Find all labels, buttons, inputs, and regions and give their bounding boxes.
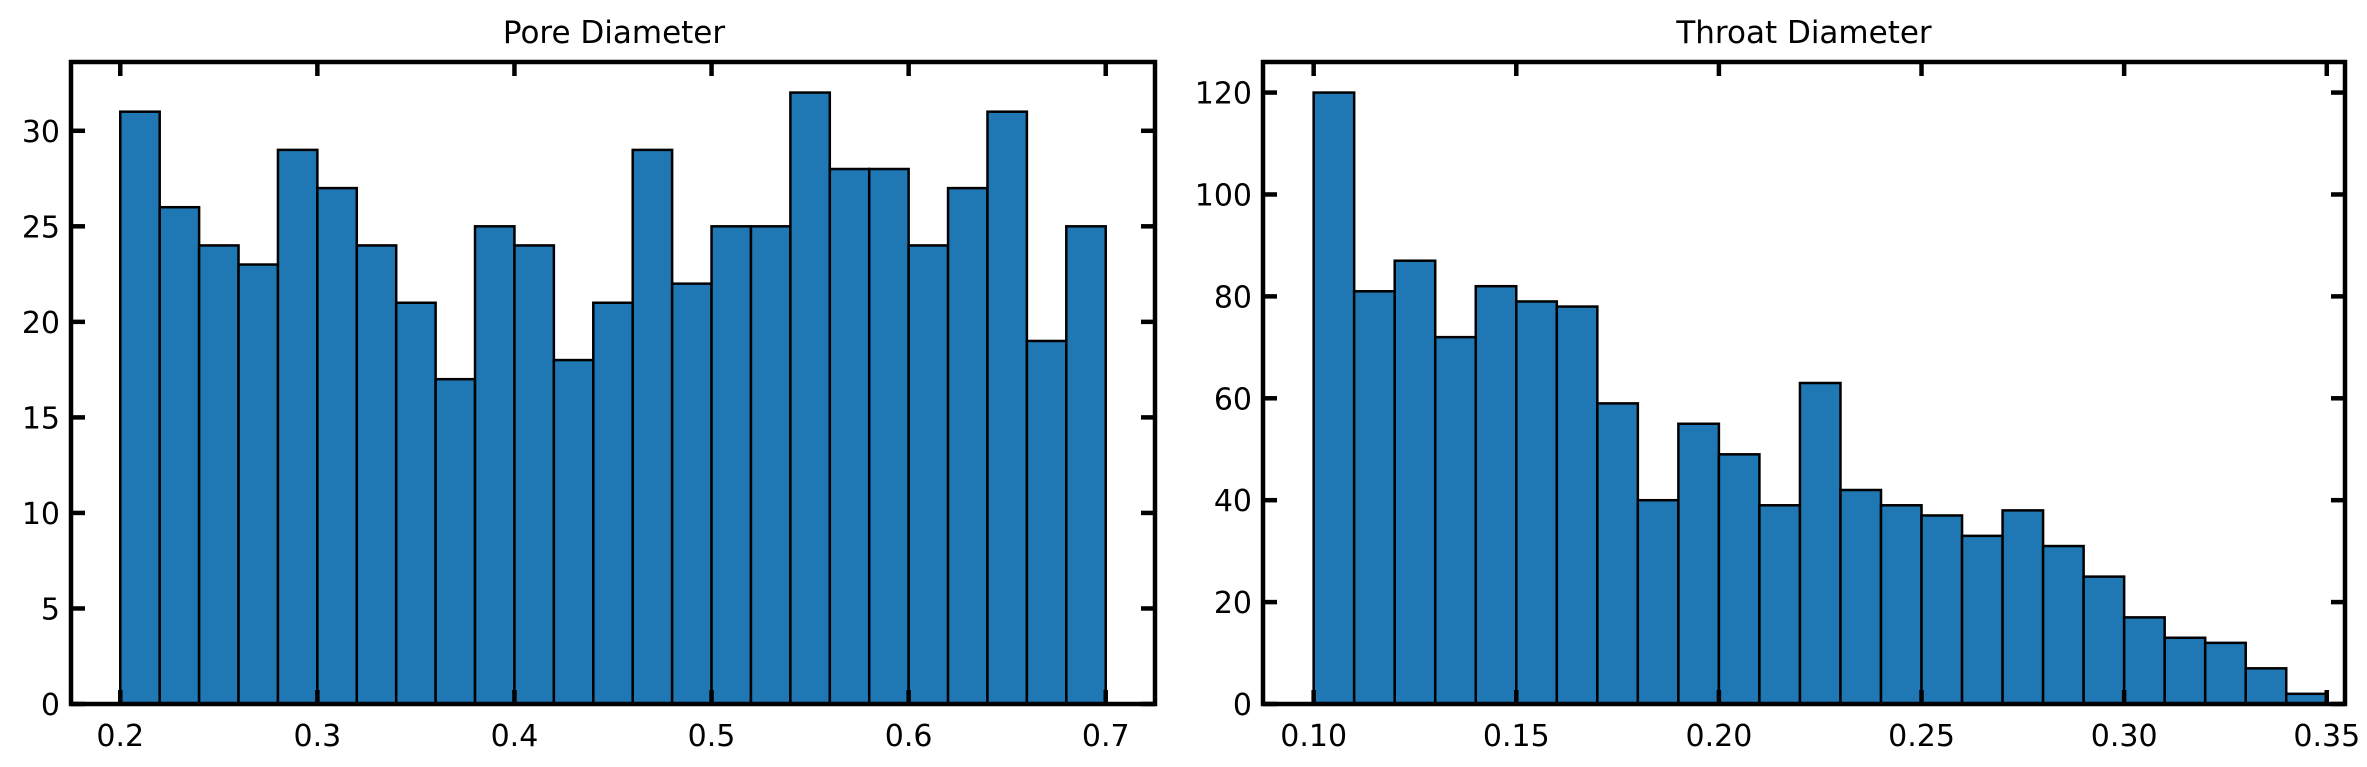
- pore-bar: [986, 110, 1029, 706]
- pore-bar: [1065, 225, 1107, 706]
- pore-diameter-histogram: Pore Diameter 0.2 0.3 0.4 0.5 0.6 0.7 0 5 10 15 20…: [22, 15, 1158, 754]
- pore-bar: [670, 282, 713, 706]
- pore-xtick-label: 0.2: [96, 719, 144, 754]
- throat-bar: [2041, 544, 2085, 706]
- throat-bar: [1352, 290, 1396, 706]
- pore-bar: [316, 186, 359, 706]
- throat-bar: [2082, 575, 2126, 706]
- throat-ticks: 0.10 0.15 0.20 0.25 0.30 0.35 0 20 40 60 80 100 120: [1195, 62, 2360, 754]
- throat-xtick-label: 0.10: [1280, 719, 1347, 754]
- pore-bars: [119, 91, 1107, 706]
- throat-bar: [1717, 453, 1761, 706]
- pore-ticks: 0.2 0.3 0.4 0.5 0.6 0.7 0 5 10 15 20 25 30: [22, 62, 1155, 754]
- pore-bar: [1025, 339, 1068, 706]
- throat-bar: [2163, 636, 2207, 706]
- throat-axes-frame: [1260, 59, 2348, 707]
- throat-xtick-label: 0.30: [2091, 719, 2158, 754]
- pore-ytick-label: 10: [22, 497, 60, 532]
- pore-ytick-label: 5: [41, 592, 60, 627]
- throat-bar: [1798, 381, 1842, 706]
- pore-bar: [907, 244, 950, 706]
- pore-bar: [513, 244, 556, 706]
- pore-bar: [789, 91, 832, 706]
- throat-bar: [2244, 667, 2288, 706]
- throat-bar: [2203, 641, 2247, 706]
- pore-ytick-label: 25: [22, 210, 60, 245]
- throat-xtick-label: 0.15: [1483, 719, 1550, 754]
- pore-bar: [631, 148, 674, 706]
- pore-xtick-label: 0.3: [294, 719, 342, 754]
- pore-ytick-label: 15: [22, 401, 60, 436]
- pore-xtick-label: 0.6: [885, 719, 933, 754]
- pore-xtick-label: 0.5: [688, 719, 736, 754]
- throat-ytick-label: 0: [1233, 688, 1252, 723]
- throat-ytick-label: 80: [1214, 280, 1252, 315]
- throat-bar: [1555, 305, 1599, 706]
- pore-bar: [276, 148, 319, 706]
- throat-bar: [1515, 300, 1559, 706]
- throat-ytick-label: 120: [1195, 77, 1252, 112]
- throat-ytick-label: 20: [1214, 586, 1252, 621]
- throat-xtick-label: 0.25: [1888, 719, 1955, 754]
- throat-ytick-label: 60: [1214, 382, 1252, 417]
- pore-xtick-label: 0.7: [1082, 719, 1130, 754]
- pore-bar: [867, 167, 910, 706]
- pore-bar: [552, 358, 595, 706]
- throat-bar: [1677, 422, 1721, 706]
- throat-bar: [2122, 616, 2166, 706]
- throat-bar: [1839, 488, 1883, 706]
- throat-ytick-label: 40: [1214, 484, 1252, 519]
- throat-diameter-histogram: Throat Diameter 0.10 0.15 0.20 0.25 0.30 0.35…: [1195, 15, 2360, 754]
- pore-ytick-label: 0: [41, 688, 60, 723]
- throat-bar: [1433, 335, 1478, 706]
- throat-bar: [1920, 514, 1964, 706]
- pore-bar: [197, 244, 240, 706]
- throat-diameter-title: Throat Diameter: [1675, 15, 1932, 51]
- throat-bar: [1596, 402, 1640, 706]
- pore-bar: [434, 377, 477, 706]
- pore-bar: [237, 263, 280, 706]
- pore-bar: [158, 205, 201, 706]
- pore-bar: [828, 167, 871, 706]
- throat-bar: [2001, 509, 2045, 706]
- pore-bar: [749, 225, 792, 706]
- pore-bar: [394, 301, 437, 706]
- throat-xtick-label: 0.20: [1686, 719, 1753, 754]
- pore-bar: [592, 301, 634, 706]
- throat-bar: [1960, 534, 2004, 706]
- pore-ytick-label: 20: [22, 306, 60, 341]
- throat-bars: [1312, 91, 2329, 706]
- pore-xtick-label: 0.4: [491, 719, 539, 754]
- throat-bar: [1758, 504, 1802, 706]
- throat-ytick-label: 100: [1195, 178, 1252, 213]
- pore-bar: [710, 225, 753, 706]
- pore-axes-frame: [68, 59, 1158, 707]
- throat-bar: [1312, 91, 1356, 706]
- pore-bar: [946, 186, 989, 706]
- throat-bar: [1393, 259, 1437, 706]
- pore-diameter-title: Pore Diameter: [503, 15, 726, 51]
- pore-bar: [355, 244, 398, 706]
- throat-bar: [1879, 504, 1923, 706]
- pore-ytick-label: 30: [22, 115, 60, 150]
- pore-bar: [473, 225, 516, 706]
- throat-bar: [1636, 498, 1680, 706]
- throat-bar: [1474, 284, 1518, 706]
- pore-bar: [119, 110, 161, 706]
- throat-xtick-label: 0.35: [2293, 719, 2360, 754]
